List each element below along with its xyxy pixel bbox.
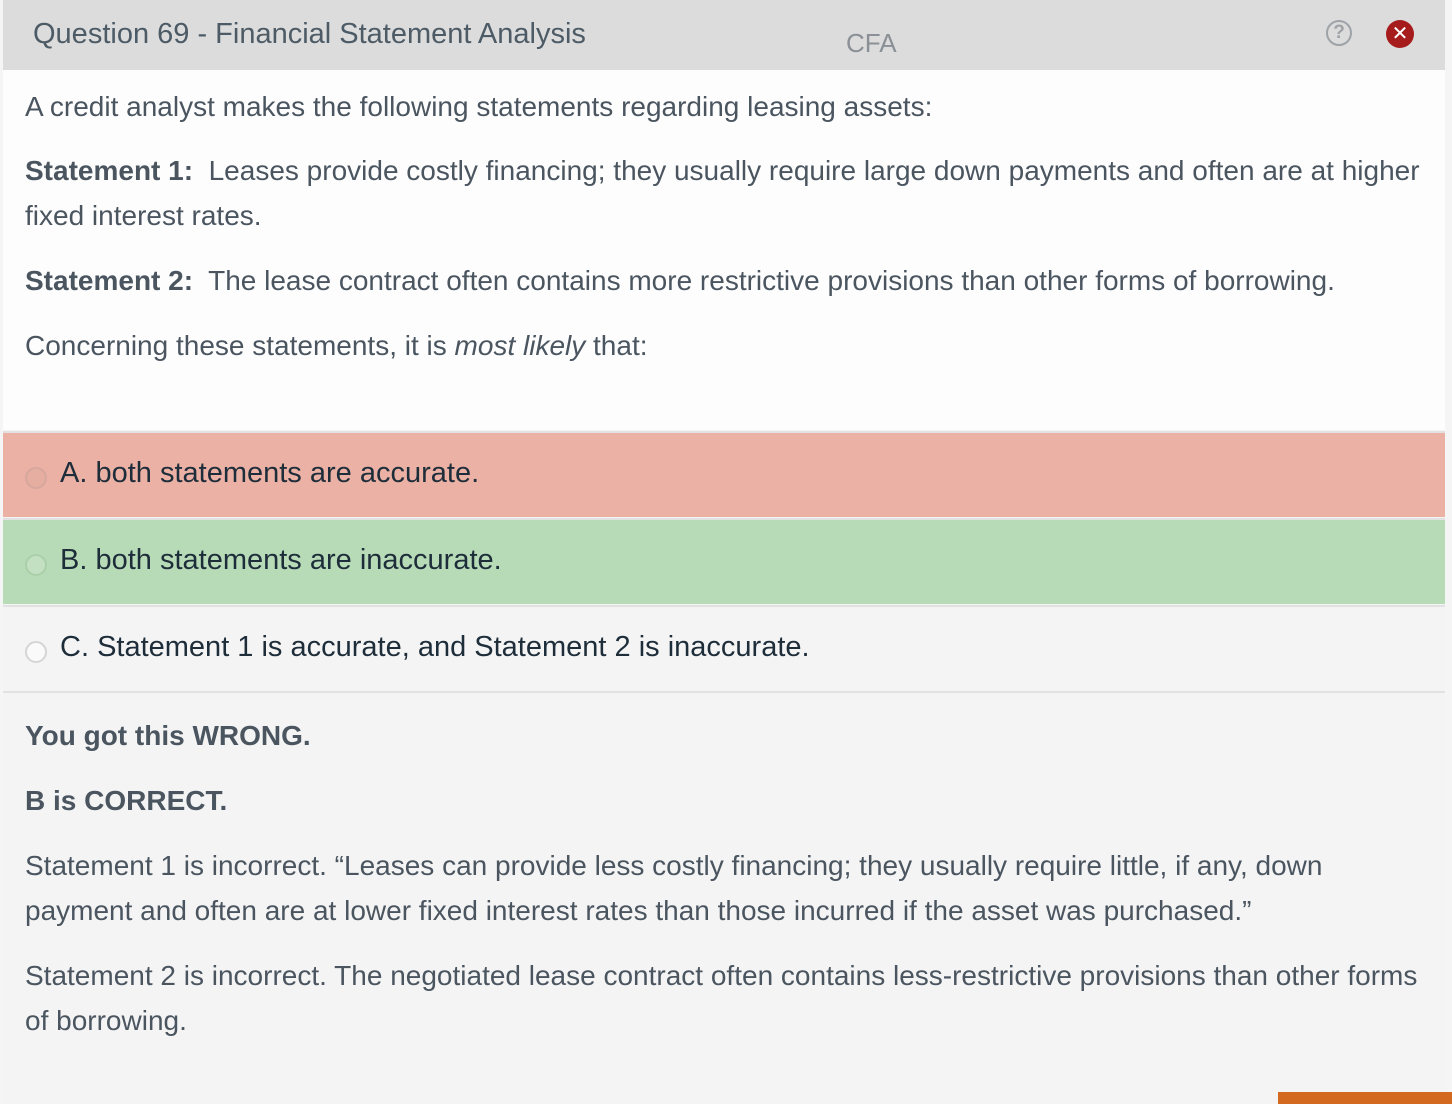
- next-button[interactable]: [1278, 1092, 1452, 1104]
- help-icon[interactable]: ?: [1326, 20, 1352, 46]
- question-prompt: Concerning these statements, it is most …: [25, 330, 648, 361]
- prompt-emphasis: most likely: [454, 330, 586, 361]
- close-icon[interactable]: ✕: [1386, 20, 1414, 48]
- dialog-title: Question 69 - Financial Statement Analys…: [33, 18, 586, 50]
- option-a-label: A. both statements are accurate.: [60, 457, 480, 489]
- question-dialog: Question 69 - Financial Statement Analys…: [3, 0, 1445, 1104]
- question-intro: A credit analyst makes the following sta…: [25, 91, 933, 122]
- option-c[interactable]: C. Statement 1 is accurate, and Statemen…: [3, 605, 1445, 693]
- option-b-label: B. both statements are inaccurate.: [60, 544, 502, 576]
- option-b-radio[interactable]: [25, 554, 47, 576]
- statement-2-text: The lease contract often contains more r…: [208, 265, 1335, 296]
- statement-1-text: Leases provide costly financing; they us…: [25, 155, 1420, 231]
- title-bar: Question 69 - Financial Statement Analys…: [3, 0, 1445, 70]
- explanation-para-2: Statement 2 is incorrect. The negotiated…: [25, 960, 1418, 1036]
- statement-2: Statement 2: The lease contract often co…: [25, 258, 1423, 303]
- option-a-radio[interactable]: [25, 467, 47, 489]
- option-a[interactable]: A. both statements are accurate.: [3, 431, 1445, 517]
- correct-answer-text: B is CORRECT.: [25, 785, 228, 816]
- option-c-label: C. Statement 1 is accurate, and Statemen…: [60, 631, 810, 663]
- result-text: You got this WRONG.: [25, 720, 311, 751]
- cfa-watermark: CFA: [846, 28, 897, 58]
- statement-2-label: Statement 2:: [25, 265, 194, 296]
- question-body: A credit analyst makes the following sta…: [3, 70, 1445, 430]
- statement-1-label: Statement 1:: [25, 155, 194, 186]
- explanation-para-1: Statement 1 is incorrect. “Leases can pr…: [25, 850, 1323, 926]
- option-b[interactable]: B. both statements are inaccurate.: [3, 518, 1445, 604]
- statement-1: Statement 1: Leases provide costly finan…: [25, 148, 1423, 238]
- explanation-panel: You got this WRONG. B is CORRECT. Statem…: [3, 693, 1445, 1104]
- option-c-radio[interactable]: [25, 641, 47, 663]
